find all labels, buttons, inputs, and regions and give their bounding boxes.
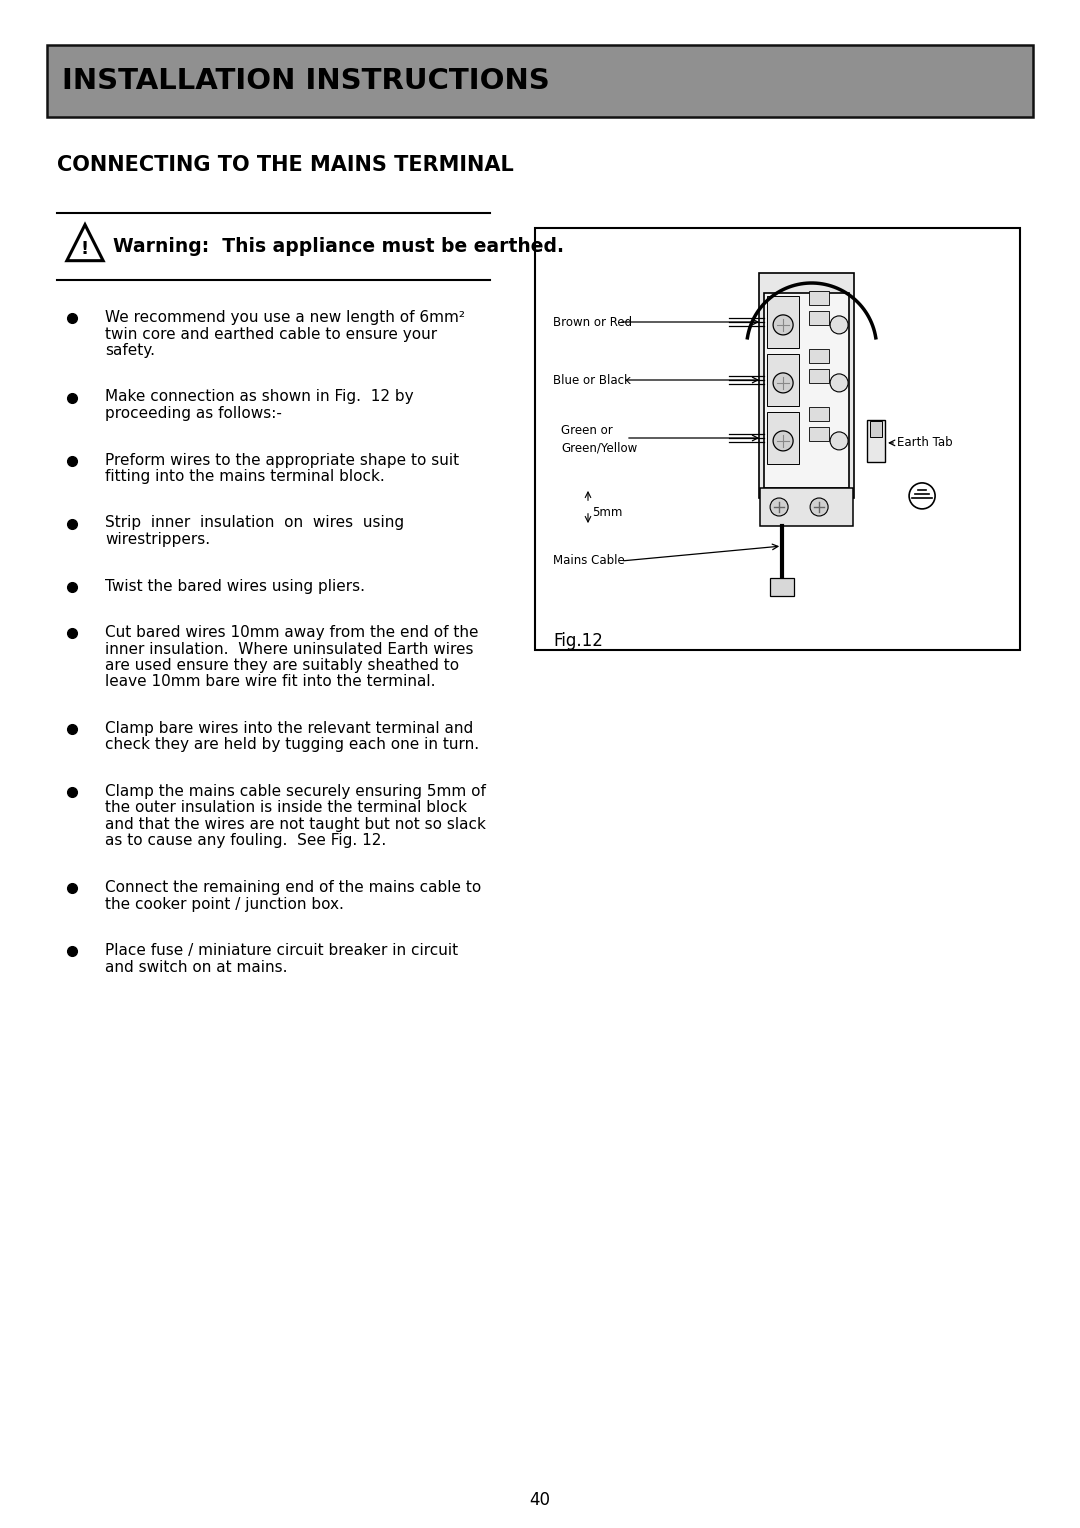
Text: Brown or Red: Brown or Red bbox=[553, 315, 632, 329]
Circle shape bbox=[770, 498, 788, 516]
Bar bbox=[760, 487, 853, 526]
Circle shape bbox=[831, 432, 848, 449]
Bar bbox=[770, 578, 794, 596]
Text: INSTALLATION INSTRUCTIONS: INSTALLATION INSTRUCTIONS bbox=[62, 67, 550, 95]
Bar bbox=[867, 420, 886, 461]
Text: Warning:  This appliance must be earthed.: Warning: This appliance must be earthed. bbox=[113, 237, 564, 257]
Bar bbox=[809, 312, 829, 325]
Text: fitting into the mains terminal block.: fitting into the mains terminal block. bbox=[105, 469, 384, 484]
Text: CONNECTING TO THE MAINS TERMINAL: CONNECTING TO THE MAINS TERMINAL bbox=[57, 154, 514, 176]
Bar bbox=[809, 406, 829, 422]
Bar bbox=[767, 296, 799, 348]
Text: Cut bared wires 10mm away from the end of the: Cut bared wires 10mm away from the end o… bbox=[105, 625, 478, 640]
Bar bbox=[767, 413, 799, 465]
Circle shape bbox=[810, 498, 828, 516]
Text: 40: 40 bbox=[529, 1491, 551, 1510]
Text: leave 10mm bare wire fit into the terminal.: leave 10mm bare wire fit into the termin… bbox=[105, 674, 435, 689]
Text: the cooker point / junction box.: the cooker point / junction box. bbox=[105, 897, 343, 912]
Bar bbox=[870, 420, 882, 437]
Text: Green/Yellow: Green/Yellow bbox=[561, 442, 637, 454]
Text: twin core and earthed cable to ensure your: twin core and earthed cable to ensure yo… bbox=[105, 327, 437, 341]
Text: Make connection as shown in Fig.  12 by: Make connection as shown in Fig. 12 by bbox=[105, 390, 414, 405]
Circle shape bbox=[773, 373, 793, 393]
Text: check they are held by tugging each one in turn.: check they are held by tugging each one … bbox=[105, 738, 480, 752]
Text: safety.: safety. bbox=[105, 342, 156, 358]
Text: We recommend you use a new length of 6mm²: We recommend you use a new length of 6mm… bbox=[105, 310, 465, 325]
Bar bbox=[765, 293, 849, 487]
Text: Place fuse / miniature circuit breaker in circuit: Place fuse / miniature circuit breaker i… bbox=[105, 943, 458, 958]
Text: !: ! bbox=[81, 240, 89, 258]
Text: Fig.12: Fig.12 bbox=[553, 633, 603, 649]
Circle shape bbox=[773, 431, 793, 451]
Circle shape bbox=[773, 315, 793, 335]
Text: Clamp bare wires into the relevant terminal and: Clamp bare wires into the relevant termi… bbox=[105, 721, 473, 736]
Text: are used ensure they are suitably sheathed to: are used ensure they are suitably sheath… bbox=[105, 659, 459, 672]
Text: Connect the remaining end of the mains cable to: Connect the remaining end of the mains c… bbox=[105, 880, 482, 895]
Text: Clamp the mains cable securely ensuring 5mm of: Clamp the mains cable securely ensuring … bbox=[105, 784, 486, 799]
Text: the outer insulation is inside the terminal block: the outer insulation is inside the termi… bbox=[105, 801, 467, 816]
Bar bbox=[809, 348, 829, 364]
Text: inner insulation.  Where uninsulated Earth wires: inner insulation. Where uninsulated Eart… bbox=[105, 642, 473, 657]
Bar bbox=[48, 44, 1032, 118]
Bar bbox=[809, 290, 829, 306]
Text: 5mm: 5mm bbox=[592, 506, 622, 520]
Text: Blue or Black: Blue or Black bbox=[553, 373, 631, 387]
Bar bbox=[809, 368, 829, 384]
Text: proceeding as follows:-: proceeding as follows:- bbox=[105, 406, 282, 422]
Text: as to cause any fouling.  See Fig. 12.: as to cause any fouling. See Fig. 12. bbox=[105, 833, 387, 848]
Circle shape bbox=[831, 374, 848, 391]
Text: and that the wires are not taught but not so slack: and that the wires are not taught but no… bbox=[105, 817, 486, 833]
Text: Mains Cable: Mains Cable bbox=[553, 555, 624, 567]
Text: Earth Tab: Earth Tab bbox=[897, 437, 953, 449]
Bar bbox=[759, 274, 854, 498]
Text: Strip  inner  insulation  on  wires  using: Strip inner insulation on wires using bbox=[105, 515, 404, 530]
Text: Twist the bared wires using pliers.: Twist the bared wires using pliers. bbox=[105, 579, 365, 593]
Bar bbox=[809, 426, 829, 442]
Text: Green or: Green or bbox=[561, 423, 612, 437]
Text: Preform wires to the appropriate shape to suit: Preform wires to the appropriate shape t… bbox=[105, 452, 459, 468]
Text: wirestrippers.: wirestrippers. bbox=[105, 532, 211, 547]
Circle shape bbox=[831, 316, 848, 335]
Text: and switch on at mains.: and switch on at mains. bbox=[105, 960, 287, 975]
Bar bbox=[535, 228, 1020, 649]
Circle shape bbox=[909, 483, 935, 509]
Bar bbox=[767, 354, 799, 406]
